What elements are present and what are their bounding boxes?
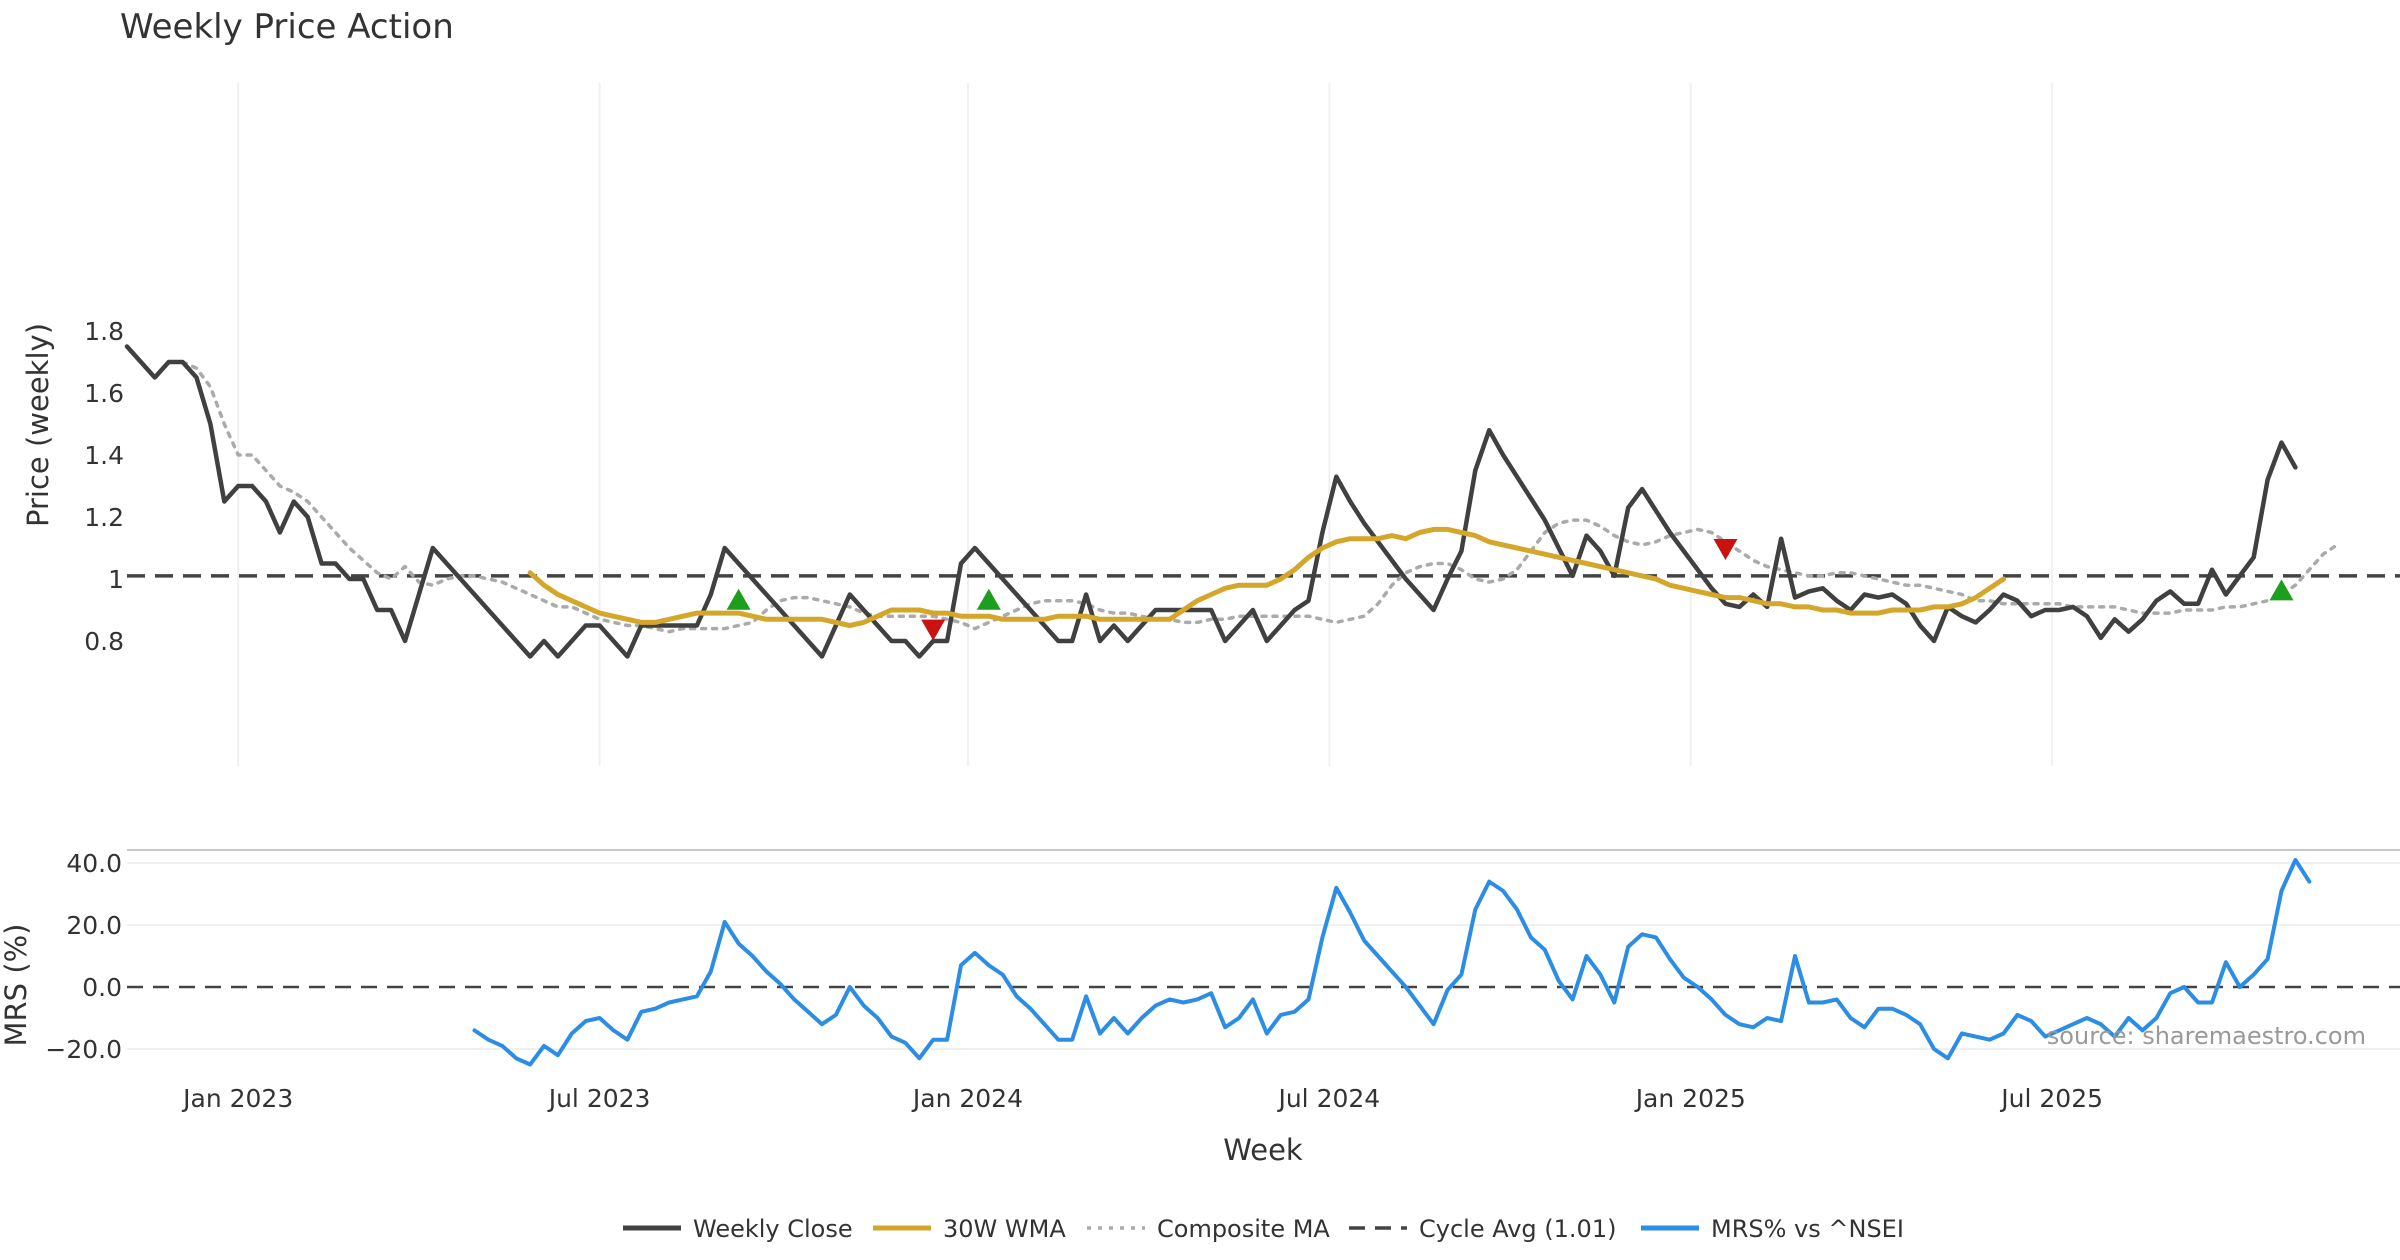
legend: Weekly Close 30W WMA Composite MA Cycle Avg… xyxy=(623,1215,1904,1243)
tick-labels: Jan 2023 Jul 2023 Jan 2024 Jul 2024 Jan 2025… xyxy=(45,317,2103,1113)
signal-markers xyxy=(726,539,2294,641)
mrs-y-tick-label: 40.0 xyxy=(66,849,122,878)
x-tick-label: Jul 2025 xyxy=(1999,1084,2103,1113)
x-tick-label: Jul 2023 xyxy=(547,1084,651,1113)
legend-label: MRS% vs ^NSEI xyxy=(1711,1215,1904,1243)
price-y-tick-label: 1.6 xyxy=(84,379,124,408)
price-y-tick-label: 0.8 xyxy=(84,627,124,656)
reference-lines xyxy=(127,574,2400,989)
legend-label: Composite MA xyxy=(1157,1215,1330,1243)
buy-signal-marker xyxy=(976,588,1001,610)
sell-signal-marker xyxy=(921,619,946,641)
series-layer xyxy=(124,344,2339,1067)
price-axis-title: Price (weekly) xyxy=(21,323,55,527)
source-watermark: source: sharemaestro.com xyxy=(2047,1022,2366,1050)
x-tick-label: Jul 2024 xyxy=(1276,1084,1380,1113)
x-tick-label: Jan 2023 xyxy=(181,1084,293,1113)
x-axis-title: Week xyxy=(1223,1133,1303,1167)
legend-label: Weekly Close xyxy=(693,1215,853,1243)
price-y-tick-label: 1.2 xyxy=(84,503,124,532)
x-tick-label: Jan 2025 xyxy=(1634,1084,1746,1113)
weekly-close-line xyxy=(124,344,2298,659)
x-tick-label: Jan 2024 xyxy=(911,1084,1023,1113)
price-y-tick-label: 1.8 xyxy=(84,317,124,346)
grid-layer xyxy=(127,83,2400,1050)
mrs-axis-title: MRS (%) xyxy=(0,924,33,1047)
mrs-y-tick-label: 20.0 xyxy=(66,911,122,940)
price-y-tick-label: 1.4 xyxy=(84,441,124,470)
price-y-tick-label: 1 xyxy=(108,565,124,594)
legend-label: 30W WMA xyxy=(943,1215,1066,1243)
mrs-y-tick-label: 0.0 xyxy=(82,973,122,1002)
buy-signal-marker xyxy=(2269,579,2294,601)
sell-signal-marker xyxy=(1713,539,1738,560)
wma-30w-line xyxy=(527,526,2006,628)
mrs-y-tick-label: −20.0 xyxy=(45,1035,122,1064)
composite-ma-line xyxy=(180,360,2339,634)
chart-title: Weekly Price Action xyxy=(120,7,454,47)
buy-signal-marker xyxy=(726,588,751,610)
mrs-line xyxy=(472,857,2312,1067)
legend-label: Cycle Avg (1.01) xyxy=(1419,1215,1616,1243)
